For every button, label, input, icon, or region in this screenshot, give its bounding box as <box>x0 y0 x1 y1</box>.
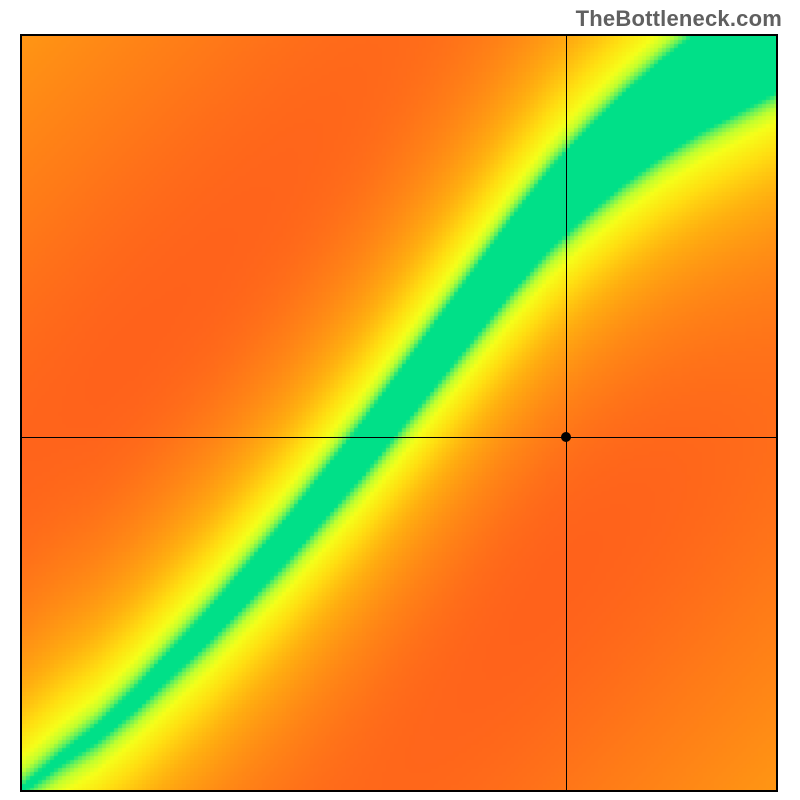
crosshair-vertical <box>566 36 567 790</box>
heatmap-canvas <box>22 36 776 790</box>
attribution-text: TheBottleneck.com <box>576 6 782 32</box>
heatmap-frame <box>20 34 778 792</box>
chart-container: { "attribution": "TheBottleneck.com", "c… <box>0 0 800 800</box>
crosshair-horizontal <box>22 437 776 438</box>
crosshair-marker <box>561 432 571 442</box>
